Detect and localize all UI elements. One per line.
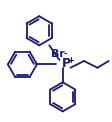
Text: +: + bbox=[68, 56, 75, 66]
Text: P: P bbox=[62, 57, 71, 70]
Text: -: - bbox=[63, 50, 67, 59]
Text: Br: Br bbox=[51, 49, 65, 59]
